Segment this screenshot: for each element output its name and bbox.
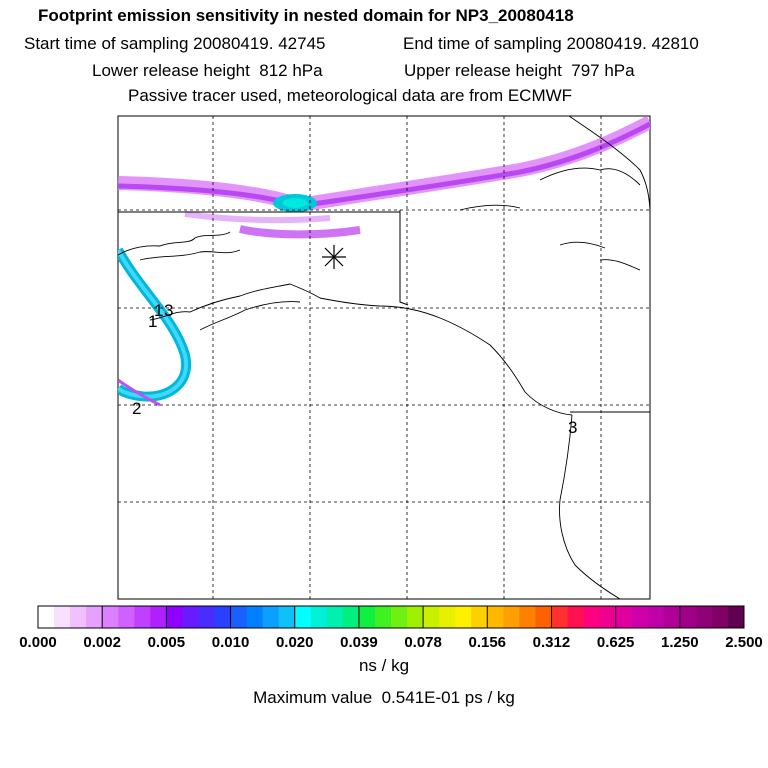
colorbar-cell	[631, 606, 649, 628]
colorbar-cell	[471, 606, 488, 628]
colorbar-cell	[310, 606, 328, 628]
colorbar-cell	[647, 606, 665, 628]
colorbar-tick-label: 0.020	[276, 634, 314, 651]
colorbar-cell	[374, 606, 392, 628]
colorbar-cell	[182, 606, 199, 628]
colorbar-cell	[487, 606, 504, 628]
colorbar-cell	[519, 606, 536, 628]
colorbar-tick-label: 0.002	[83, 634, 121, 651]
colorbar-cell	[695, 606, 713, 628]
plot-title: Footprint emission sensitivity in nested…	[38, 6, 574, 25]
colorbar-cell	[567, 606, 584, 628]
colorbar-cell	[423, 606, 440, 628]
colorbar-cell	[615, 606, 633, 628]
colorbar-cell	[118, 606, 135, 628]
colorbar-cell	[358, 606, 376, 628]
colorbar-cell	[246, 606, 264, 628]
borders	[118, 210, 650, 413]
lower-release-label: Lower release height 812 hPa	[92, 61, 323, 80]
colorbar-cell	[262, 606, 280, 628]
colorbar-tick-label: 0.005	[148, 634, 186, 651]
colorbar-cell	[70, 606, 87, 628]
colorbar-tick-label: 0.312	[533, 634, 571, 651]
colorbar-cell	[102, 606, 119, 628]
colorbar-cell	[38, 606, 55, 628]
tracer-note: Passive tracer used, meteorological data…	[128, 86, 573, 105]
colorbar-cell	[150, 606, 167, 628]
colorbar-tick-label: 0.039	[340, 634, 378, 651]
upper-release-label: Upper release height 797 hPa	[404, 61, 635, 80]
colorbar-cell	[214, 606, 231, 628]
colorbar-cell	[711, 606, 729, 628]
colorbar-cell	[54, 606, 71, 628]
time-label-3a: 3	[164, 301, 173, 320]
colorbar-cell	[599, 606, 617, 628]
colorbar-tick-label: 0.625	[597, 634, 635, 651]
colorbar-ticks: 0.000 0.002 0.005 0.010 0.020 0.039 0.078 0.156…	[19, 606, 763, 651]
plume-western-loop	[118, 247, 192, 407]
colorbar-cells	[38, 606, 745, 628]
time-label-3b: 3	[568, 418, 577, 437]
time-label-1b: 1	[154, 301, 163, 320]
colorbar-cell	[535, 606, 552, 628]
colorbar-cell	[583, 606, 600, 628]
coastlines	[118, 116, 650, 599]
time-label-2: 2	[132, 399, 141, 418]
colorbar-cell	[727, 606, 745, 628]
colorbar-cell	[391, 606, 408, 628]
colorbar-cell	[166, 606, 183, 628]
end-time-label: End time of sampling 20080419. 42810	[403, 34, 699, 53]
colorbar-units: ns / kg	[358, 656, 410, 675]
receptor-marker-icon	[322, 245, 346, 269]
plume-upper	[118, 116, 650, 239]
colorbar-cell	[278, 606, 296, 628]
colorbar-cell	[86, 606, 103, 628]
colorbar-cell	[326, 606, 344, 628]
colorbar-cell	[342, 606, 360, 628]
colorbar-tick-label: 1.250	[661, 634, 699, 651]
colorbar-cell	[663, 606, 681, 628]
colorbar-tick-label: 0.156	[468, 634, 506, 651]
maximum-value-label: Maximum value 0.541E-01 ps / kg	[253, 688, 515, 707]
colorbar-cell	[407, 606, 424, 628]
colorbar-tick-label: 0.000	[19, 634, 57, 651]
colorbar-cell	[294, 606, 312, 628]
colorbar-cell	[679, 606, 697, 628]
gridlines	[118, 116, 650, 599]
colorbar-cell	[551, 606, 568, 628]
time-label-1a: 1	[148, 312, 157, 331]
start-time-label: Start time of sampling 20080419. 42745	[24, 34, 326, 53]
colorbar-cell	[503, 606, 520, 628]
colorbar-tick-label: 0.010	[212, 634, 250, 651]
colorbar-cell	[134, 606, 151, 628]
colorbar-cell	[455, 606, 472, 628]
colorbar-tick-label: 2.500	[725, 634, 763, 651]
colorbar-cell	[230, 606, 247, 628]
colorbar-cell	[198, 606, 215, 628]
colorbar-tick-label: 0.078	[404, 634, 442, 651]
colorbar-cell	[439, 606, 456, 628]
